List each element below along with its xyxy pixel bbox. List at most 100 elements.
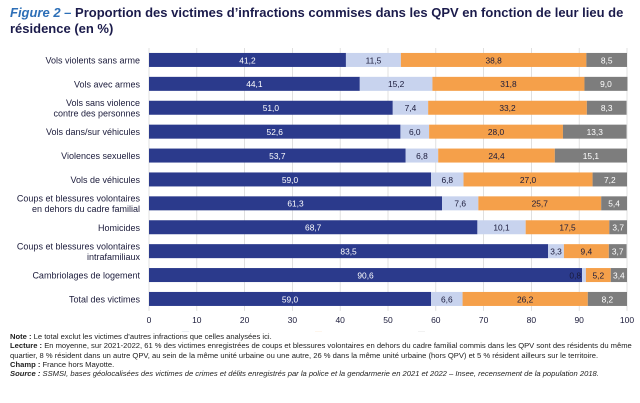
bar-segment (592, 172, 627, 187)
data-label: 27,0 (520, 175, 537, 185)
x-tick-label: 40 (335, 315, 345, 325)
data-label: 17,5 (559, 223, 576, 233)
data-label: 3,4 (613, 270, 625, 280)
note-line: Note : Le total exclut les victimes d’au… (10, 332, 272, 341)
bar-segment (554, 148, 627, 163)
bar-segment (149, 268, 583, 283)
bar-segment (477, 220, 526, 235)
bar-segment (400, 52, 587, 67)
figure-label: Figure 2 – (10, 5, 72, 20)
data-label: 10,1 (493, 223, 510, 233)
bar-segment (392, 100, 429, 115)
bar-segment (149, 220, 478, 235)
category-label: contre des personnes (53, 109, 140, 119)
data-label: 7,6 (454, 199, 466, 209)
data-label: 38,8 (485, 55, 502, 65)
data-label: 0,8 (569, 270, 581, 280)
data-label: 6,8 (441, 175, 453, 185)
bar-segment (584, 76, 628, 91)
x-tick-label: 80 (527, 315, 537, 325)
bar-segment (149, 124, 401, 139)
legend-label: même QPV (193, 330, 237, 332)
data-label: 25,7 (532, 199, 549, 209)
x-tick-label: 50 (383, 315, 393, 325)
data-label: 6,0 (409, 127, 421, 137)
data-label: 9,4 (581, 246, 593, 256)
category-label: Coups et blessures volontaires (17, 194, 141, 204)
bar-segment (149, 196, 443, 211)
data-label: 61,3 (287, 199, 304, 209)
data-label: 6,6 (441, 294, 453, 304)
data-label: 31,8 (500, 79, 517, 89)
data-label: 90,6 (357, 270, 374, 280)
data-label: 53,7 (269, 151, 286, 161)
bar-segment (149, 100, 393, 115)
data-label: 7,4 (405, 103, 417, 113)
lecture-line: Lecture : En moyenne, sur 2021-2022, 61 … (10, 341, 632, 360)
category-label: Vols violents sans arme (45, 55, 140, 65)
data-label: 44,1 (246, 79, 263, 89)
data-label: 24,4 (488, 151, 505, 161)
bar-segment (429, 124, 563, 139)
data-label: 5,2 (592, 270, 604, 280)
x-tick-label: 0 (147, 315, 152, 325)
category-label: en dehors du cadre familial (32, 204, 140, 214)
data-label: 8,2 (602, 294, 614, 304)
bar-segment (345, 52, 401, 67)
x-tick-label: 70 (479, 315, 489, 325)
bar-segment (582, 268, 586, 283)
data-label: 59,0 (282, 175, 299, 185)
legend-label: unité urbaine englobante (326, 330, 420, 332)
bar-segment (149, 244, 549, 259)
data-label: 33,2 (499, 103, 516, 113)
bar-segment (478, 196, 602, 211)
category-label: Homicides (98, 223, 141, 233)
category-label: Vols de véhicules (70, 175, 140, 185)
x-tick-label: 90 (574, 315, 584, 325)
bar-segment (432, 76, 585, 91)
data-label: 13,3 (587, 127, 604, 137)
bar-segment (548, 244, 564, 259)
bar-segment (610, 268, 627, 283)
data-label: 28,0 (488, 127, 505, 137)
x-tick-label: 10 (192, 315, 202, 325)
data-label: 68,7 (305, 223, 322, 233)
bar-segment (438, 148, 555, 163)
bar-segment (586, 100, 627, 115)
data-label: 15,2 (388, 79, 405, 89)
x-tick-label: 60 (431, 315, 441, 325)
figure-title: Proportion des victimes d’infractions co… (10, 5, 624, 36)
bar-segment (431, 291, 463, 306)
data-label: 7,2 (604, 175, 616, 185)
x-tick-label: 100 (620, 315, 634, 325)
bar-segment (428, 100, 587, 115)
bar-segment (149, 172, 432, 187)
bar-segment (431, 172, 464, 187)
bar-segment (585, 268, 611, 283)
data-label: 3,7 (612, 223, 624, 233)
data-label: 15,1 (583, 151, 600, 161)
category-label: Cambriolages de logement (32, 271, 140, 281)
data-label: 8,5 (601, 55, 613, 65)
stacked-bar-chart: Vols violents sans arme 41,2 11,5 38,8 8,5 Vo… (17, 48, 634, 332)
category-label: Vols avec armes (74, 79, 141, 89)
bar-segment (359, 76, 433, 91)
x-tick-label: 30 (288, 315, 298, 325)
category-label: Vols sans violence (66, 98, 140, 108)
bar-segment (463, 172, 593, 187)
bar-segment (587, 291, 627, 306)
data-label: 59,0 (282, 294, 299, 304)
data-label: 3,3 (550, 246, 562, 256)
data-label: 8,3 (601, 103, 613, 113)
bar-segment (601, 196, 627, 211)
data-label: 11,5 (366, 55, 382, 65)
bar-segment (149, 291, 432, 306)
category-label: intrafamiliaux (87, 252, 141, 262)
category-label: Vols dans/sur véhicules (46, 127, 141, 137)
bar-segment (562, 124, 627, 139)
data-label: 41,2 (239, 55, 256, 65)
source-line: Source : SSMSI, bases géolocalisées des … (10, 369, 599, 379)
x-tick-label: 20 (240, 315, 250, 325)
data-label: 6,8 (416, 151, 428, 161)
data-label: 26,2 (517, 294, 534, 304)
